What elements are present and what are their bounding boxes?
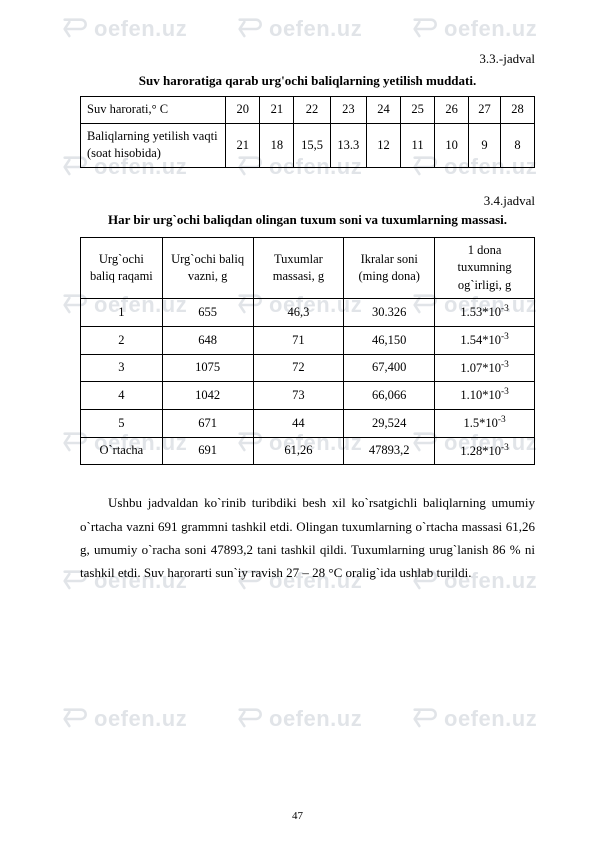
table-cell: 9 <box>469 123 501 167</box>
table-cell: 5 <box>81 409 163 437</box>
table-cell: 21 <box>226 123 260 167</box>
table-cell: 46,150 <box>344 327 435 355</box>
table-cell: 1.53*10-3 <box>435 299 535 327</box>
table-cell: 13.3 <box>330 123 366 167</box>
table-cell: 27 <box>469 97 501 124</box>
table-cell: 44 <box>253 409 344 437</box>
table2-label: 3.4.jadval <box>80 192 535 210</box>
table-cell: 23 <box>330 97 366 124</box>
table-cell: 73 <box>253 382 344 410</box>
table-cell: 8 <box>500 123 534 167</box>
page-number: 47 <box>0 809 595 824</box>
table-cell: 12 <box>367 123 401 167</box>
table-cell: Baliqlarning yetilish vaqti (soat hisobi… <box>81 123 226 167</box>
table-cell: 1.54*10-3 <box>435 327 535 355</box>
table-cell: 29,524 <box>344 409 435 437</box>
table-cell: 3 <box>81 354 163 382</box>
table-cell: 2 <box>81 327 163 355</box>
table-cell: 66,066 <box>344 382 435 410</box>
table-cell: 61,26 <box>253 437 344 465</box>
table-cell: 11 <box>401 123 435 167</box>
table-cell: 648 <box>162 327 253 355</box>
table-cell: 671 <box>162 409 253 437</box>
table-row: Baliqlarning yetilish vaqti (soat hisobi… <box>81 123 535 167</box>
table-cell: 1.28*10-3 <box>435 437 535 465</box>
table-header-cell: Urg`ochi baliq vazni, g <box>162 237 253 299</box>
table-cell: 25 <box>401 97 435 124</box>
table-cell: 10 <box>435 123 469 167</box>
table-row: 56714429,5241.5*10-3 <box>81 409 535 437</box>
table-cell: 20 <box>226 97 260 124</box>
table-cell: 71 <box>253 327 344 355</box>
table-cell: 46,3 <box>253 299 344 327</box>
table-header-cell: Tuxumlar massasi, g <box>253 237 344 299</box>
table-header-row: Urg`ochi baliq raqamiUrg`ochi baliq vazn… <box>81 237 535 299</box>
table-cell: 24 <box>367 97 401 124</box>
body-paragraph: Ushbu jadvaldan ko`rinib turibdiki besh … <box>80 491 535 585</box>
table-row: 26487146,1501.54*10-3 <box>81 327 535 355</box>
table-cell: 1.10*10-3 <box>435 382 535 410</box>
table-header-cell: Urg`ochi baliq raqami <box>81 237 163 299</box>
table-cell: 691 <box>162 437 253 465</box>
table-row: 410427366,0661.10*10-3 <box>81 382 535 410</box>
watermark-text: oefen.uz <box>94 704 187 735</box>
table-cell: 655 <box>162 299 253 327</box>
table-cell: 1042 <box>162 382 253 410</box>
table-cell: 72 <box>253 354 344 382</box>
table-cell: 4 <box>81 382 163 410</box>
table1-title: Suv haroratiga qarab urg'ochi baliqlarni… <box>80 72 535 90</box>
table-row: 310757267,4001.07*10-3 <box>81 354 535 382</box>
watermark: oefen.uz <box>410 704 537 735</box>
table-cell: 26 <box>435 97 469 124</box>
table-cell: 21 <box>260 97 294 124</box>
table-cell: 47893,2 <box>344 437 435 465</box>
table1: Suv harorati,° C202122232425262728Baliql… <box>80 96 535 168</box>
table-cell: 28 <box>500 97 534 124</box>
watermark: oefen.uz <box>60 704 187 735</box>
table-row: O`rtacha69161,2647893,21.28*10-3 <box>81 437 535 465</box>
table-cell: 67,400 <box>344 354 435 382</box>
table-cell: Suv harorati,° C <box>81 97 226 124</box>
watermark-text: oefen.uz <box>269 704 362 735</box>
table-cell: 18 <box>260 123 294 167</box>
table-cell: 15,5 <box>294 123 330 167</box>
table-cell: 1.07*10-3 <box>435 354 535 382</box>
table1-label: 3.3.-jadval <box>80 50 535 68</box>
table-header-cell: Ikralar soni (ming dona) <box>344 237 435 299</box>
table-header-cell: 1 dona tuxumning og`irligi, g <box>435 237 535 299</box>
table-cell: 22 <box>294 97 330 124</box>
table2: Urg`ochi baliq raqamiUrg`ochi baliq vazn… <box>80 237 535 465</box>
table-row: Suv harorati,° C202122232425262728 <box>81 97 535 124</box>
table-row: 165546,330.3261.53*10-3 <box>81 299 535 327</box>
table-cell: O`rtacha <box>81 437 163 465</box>
watermark: oefen.uz <box>235 704 362 735</box>
watermark-text: oefen.uz <box>444 704 537 735</box>
table-cell: 30.326 <box>344 299 435 327</box>
table-cell: 1.5*10-3 <box>435 409 535 437</box>
table2-title: Har bir urg`ochi baliqdan olingan tuxum … <box>80 210 535 231</box>
table-cell: 1 <box>81 299 163 327</box>
table-cell: 1075 <box>162 354 253 382</box>
